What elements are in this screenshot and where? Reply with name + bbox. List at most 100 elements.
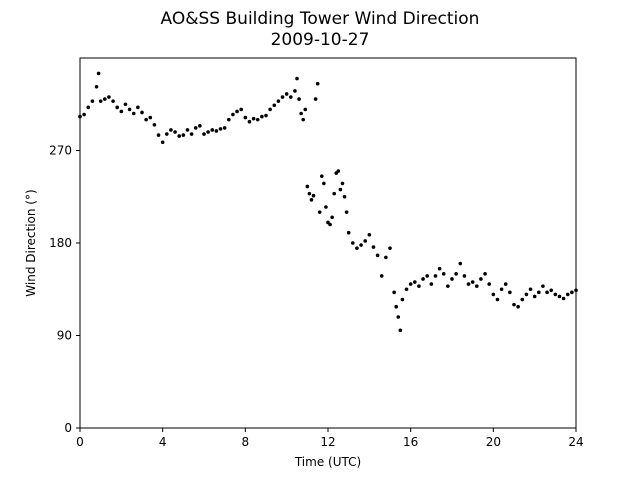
data-point <box>466 282 471 286</box>
data-point <box>165 132 169 136</box>
data-point <box>338 187 343 192</box>
data-point <box>520 297 525 302</box>
y-tick-label: 270 <box>49 144 72 158</box>
data-point <box>375 253 380 258</box>
data-point <box>189 132 194 136</box>
data-point <box>210 128 215 132</box>
plot-frame <box>79 57 577 429</box>
data-point <box>169 128 173 132</box>
data-point <box>487 282 492 286</box>
data-point <box>408 282 413 286</box>
data-point <box>495 297 500 302</box>
x-axis-label: Time (UTC) <box>294 455 361 469</box>
data-point <box>367 232 372 237</box>
data-point <box>152 123 157 127</box>
x-axis-ticks: 0 4 8 12 16 20 24 <box>76 428 584 449</box>
data-point <box>160 140 165 145</box>
data-point <box>96 71 101 76</box>
data-point <box>528 287 533 292</box>
data-point <box>119 109 124 114</box>
data-point <box>307 191 312 196</box>
data-point <box>470 280 475 284</box>
data-point <box>123 102 128 107</box>
data-point <box>363 239 368 243</box>
data-point <box>90 99 95 103</box>
data-points <box>78 71 578 333</box>
data-point <box>185 128 190 132</box>
data-point <box>227 117 231 122</box>
data-point <box>384 255 388 260</box>
data-point <box>251 116 256 121</box>
y-axis-label: Wind Direction (°) <box>24 189 38 296</box>
data-point <box>446 284 450 288</box>
data-point <box>454 272 458 276</box>
y-tick-label: 180 <box>49 236 72 250</box>
data-point <box>413 280 417 284</box>
data-point <box>388 246 392 250</box>
data-point <box>379 274 384 278</box>
data-point <box>98 99 103 103</box>
data-point <box>293 89 297 93</box>
data-point <box>433 274 438 278</box>
data-point <box>309 198 314 202</box>
data-point <box>239 107 243 112</box>
data-point <box>136 105 140 110</box>
data-point <box>359 243 363 247</box>
data-point <box>537 290 541 295</box>
data-point <box>320 174 324 178</box>
data-point <box>371 245 376 249</box>
data-point <box>421 277 425 281</box>
data-point <box>206 130 210 134</box>
data-point <box>532 294 537 299</box>
data-point <box>346 230 351 235</box>
data-point <box>503 282 508 286</box>
data-point <box>553 292 558 297</box>
data-point <box>315 81 320 86</box>
data-point <box>450 277 454 281</box>
data-point <box>301 117 306 122</box>
data-point <box>351 241 355 245</box>
data-point <box>303 107 308 112</box>
data-point <box>82 112 86 117</box>
data-point <box>297 97 301 101</box>
data-point <box>479 277 483 281</box>
data-point <box>328 222 332 227</box>
data-point <box>268 107 272 112</box>
data-point <box>491 292 496 297</box>
data-point <box>483 272 487 276</box>
data-point <box>344 210 349 214</box>
data-point <box>231 112 235 117</box>
data-point <box>462 274 467 278</box>
data-point <box>336 169 341 173</box>
data-point <box>289 95 293 99</box>
data-point <box>94 84 99 89</box>
data-point <box>305 184 310 189</box>
data-point <box>342 194 347 199</box>
data-point <box>541 284 545 288</box>
data-point <box>332 191 337 196</box>
data-point <box>127 107 132 112</box>
data-point <box>330 215 334 220</box>
data-point <box>317 210 322 214</box>
data-point <box>516 304 520 309</box>
data-point <box>181 133 186 137</box>
data-point <box>545 290 549 295</box>
data-point <box>437 266 442 271</box>
data-point <box>311 193 316 198</box>
data-point <box>107 95 111 99</box>
data-point <box>131 111 136 116</box>
data-point <box>512 302 516 307</box>
x-tick-label: 12 <box>320 435 335 449</box>
data-point <box>524 292 529 297</box>
data-point <box>148 115 153 120</box>
data-point <box>324 205 328 209</box>
data-point <box>111 99 115 103</box>
data-point <box>156 133 161 137</box>
data-point <box>247 119 252 124</box>
data-point <box>570 290 574 295</box>
data-point <box>557 294 562 299</box>
data-point <box>508 290 512 295</box>
x-tick-label: 8 <box>242 435 250 449</box>
data-point <box>115 105 119 110</box>
